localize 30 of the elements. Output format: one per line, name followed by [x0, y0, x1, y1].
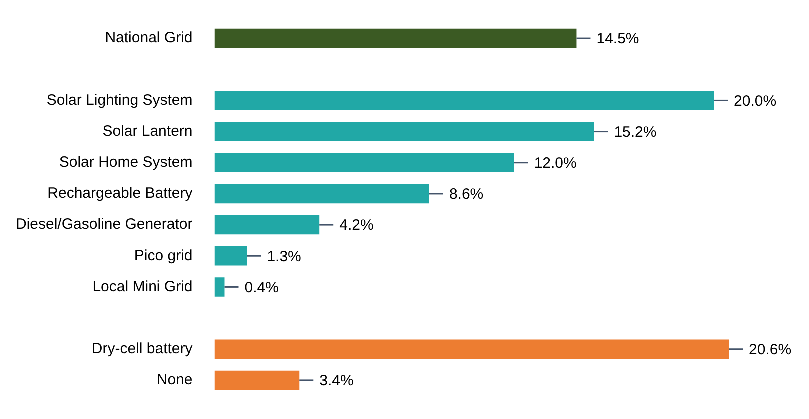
bar: [214, 153, 514, 173]
data-label: 12.0%: [534, 155, 577, 172]
data-label: 4.2%: [340, 217, 374, 234]
data-label: 20.0%: [734, 92, 777, 110]
y-tick-label: National Grid: [105, 30, 193, 47]
data-label: 15.2%: [614, 124, 657, 141]
y-tick-label: Local Mini Grid: [92, 278, 193, 296]
bar: [214, 370, 300, 390]
bar: [214, 246, 248, 266]
data-label: 8.6%: [449, 186, 484, 204]
y-tick-label: Dry-cell battery: [92, 340, 194, 358]
bar: [214, 28, 577, 48]
y-tick-label: Diesel/Gasoline Generator: [16, 216, 193, 234]
bar: [214, 278, 225, 297]
bar: [214, 215, 320, 235]
data-label: 14.5%: [596, 30, 640, 48]
bar: [214, 340, 729, 360]
y-tick-label: Solar Lighting System: [46, 92, 193, 109]
data-label: 1.3%: [267, 248, 302, 266]
y-tick-label: Solar Lantern: [102, 122, 193, 140]
y-tick-label: Pico grid: [134, 247, 193, 264]
y-tick-label: Rechargeable Battery: [48, 185, 194, 202]
data-label: 3.4%: [320, 372, 354, 390]
bar: [214, 184, 430, 204]
y-tick-label: None: [156, 372, 193, 389]
data-label: 0.4%: [244, 279, 279, 296]
bar: [214, 91, 714, 110]
data-label: 20.6%: [749, 342, 792, 359]
bar: [214, 122, 594, 142]
y-tick-label: Solar Home System: [59, 154, 193, 172]
